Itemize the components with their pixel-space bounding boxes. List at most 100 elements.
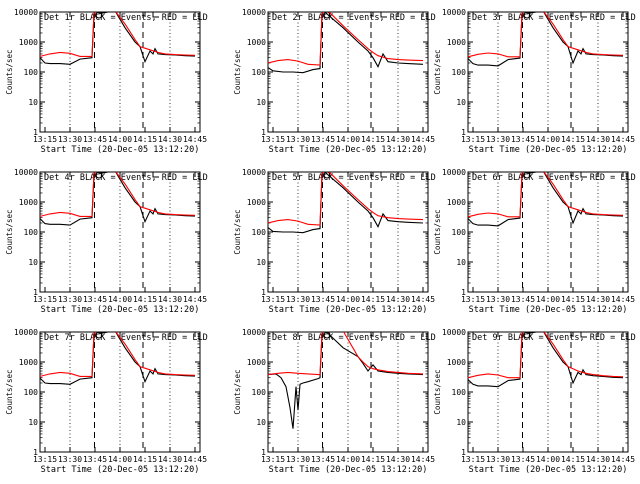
- y-axis-label: Counts/sec: [233, 49, 242, 94]
- x-tick-label: 14:45: [183, 295, 207, 304]
- y-tick-label: 10000: [14, 8, 38, 17]
- x-tick-label: 13:45: [311, 135, 335, 144]
- y-tick-label: 10000: [242, 168, 266, 177]
- x-axis-label: Start Time (20-Dec-05 13:12:20): [269, 305, 428, 315]
- x-tick-label: 13:30: [486, 455, 510, 464]
- x-tick-label: 14:15: [133, 135, 157, 144]
- attenuator-marker: [95, 11, 103, 19]
- y-tick-label: 10000: [442, 328, 466, 337]
- panel-title: Det 3r BLACK = Events, RED = LLD: [472, 13, 636, 23]
- panel-det-5: Det 5r BLACK = Events, RED = LLD 1 10 100 10…: [233, 168, 436, 315]
- y-tick-label: 1: [33, 448, 38, 457]
- y-tick-label: 1: [261, 448, 266, 457]
- y-axis-label: Counts/sec: [433, 49, 442, 94]
- x-tick-label: 14:15: [361, 455, 385, 464]
- x-tick-label: 14:30: [158, 455, 182, 464]
- y-tick-label: 1000: [247, 358, 266, 367]
- x-tick-label: 13:15: [261, 295, 285, 304]
- y-tick-label: 10: [28, 98, 38, 107]
- x-tick-label: 13:15: [461, 135, 485, 144]
- x-axis-label: Start Time (20-Dec-05 13:12:20): [469, 145, 628, 155]
- x-tick-label: 14:45: [411, 135, 435, 144]
- state-marker: [152, 172, 159, 178]
- x-axis-label: Start Time (20-Dec-05 13:12:20): [41, 465, 200, 475]
- x-tick-label: 14:00: [336, 455, 360, 464]
- y-tick-label: 10: [456, 98, 466, 107]
- state-marker: [380, 172, 387, 178]
- x-tick-label: 14:45: [611, 295, 635, 304]
- series-line-events: [40, 172, 196, 226]
- y-tick-label: 1: [461, 448, 466, 457]
- y-tick-label: 10000: [442, 168, 466, 177]
- x-tick-label: 13:45: [83, 455, 107, 464]
- x-tick-label: 14:00: [336, 295, 360, 304]
- y-tick-label: 1000: [19, 198, 38, 207]
- x-tick-label: 13:45: [511, 295, 535, 304]
- x-tick-label: 14:30: [158, 135, 182, 144]
- x-tick-label: 13:30: [286, 455, 310, 464]
- x-tick-label: 13:45: [311, 295, 335, 304]
- panel-title: Det 6r BLACK = Events, RED = LLD: [472, 173, 636, 183]
- x-axis-label: Start Time (20-Dec-05 13:12:20): [469, 305, 628, 315]
- x-tick-label: 14:45: [611, 135, 635, 144]
- x-tick-label: 14:45: [611, 455, 635, 464]
- y-tick-label: 1000: [19, 358, 38, 367]
- state-marker: [380, 332, 387, 338]
- x-tick-label: 14:00: [108, 135, 132, 144]
- y-tick-label: 1000: [19, 38, 38, 47]
- y-tick-label: 100: [24, 228, 39, 237]
- y-axis-label: Counts/sec: [5, 209, 14, 254]
- series-line-lld: [40, 172, 196, 217]
- x-tick-label: 14:15: [133, 455, 157, 464]
- y-tick-label: 1000: [447, 358, 466, 367]
- x-tick-label: 14:00: [108, 455, 132, 464]
- y-tick-label: 100: [452, 68, 467, 77]
- y-tick-label: 100: [452, 228, 467, 237]
- y-tick-label: 1000: [247, 198, 266, 207]
- x-tick-label: 13:45: [511, 135, 535, 144]
- y-axis-label: Counts/sec: [233, 369, 242, 414]
- x-tick-label: 14:45: [411, 295, 435, 304]
- y-tick-label: 100: [452, 388, 467, 397]
- panel-det-2: Det 2r BLACK = Events, RED = LLD 1 10 100 10…: [233, 8, 436, 155]
- x-tick-label: 14:00: [536, 455, 560, 464]
- x-tick-label: 14:30: [158, 295, 182, 304]
- panel-title: Det 5r BLACK = Events, RED = LLD: [272, 173, 436, 183]
- x-tick-label: 14:15: [561, 455, 585, 464]
- y-tick-label: 10: [256, 98, 266, 107]
- x-tick-label: 13:45: [83, 135, 107, 144]
- y-tick-label: 1: [261, 128, 266, 137]
- x-tick-label: 14:30: [586, 455, 610, 464]
- panel-title: Det 9r BLACK = Events, RED = LLD: [472, 333, 636, 343]
- y-tick-label: 1: [461, 288, 466, 297]
- x-axis-label: Start Time (20-Dec-05 13:12:20): [469, 465, 628, 475]
- x-tick-label: 14:00: [336, 135, 360, 144]
- x-tick-label: 14:15: [561, 295, 585, 304]
- y-tick-label: 10: [456, 418, 466, 427]
- y-tick-label: 10: [256, 418, 266, 427]
- series-line-lld: [40, 332, 196, 377]
- series-line-events: [468, 12, 624, 67]
- x-axis-label: Start Time (20-Dec-05 13:12:20): [269, 465, 428, 475]
- y-tick-label: 100: [252, 228, 267, 237]
- y-tick-label: 10: [256, 258, 266, 267]
- series-line-lld: [468, 12, 624, 58]
- y-tick-label: 10000: [242, 328, 266, 337]
- panel-title: Det 7r BLACK = Events, RED = LLD: [44, 333, 208, 343]
- series-line-events: [268, 12, 424, 74]
- x-tick-label: 13:15: [33, 295, 57, 304]
- y-tick-label: 10000: [14, 168, 38, 177]
- x-tick-label: 13:15: [33, 135, 57, 144]
- attenuator-marker: [95, 331, 103, 339]
- x-axis-label: Start Time (20-Dec-05 13:12:20): [41, 145, 200, 155]
- panel-det-8: Det 8r BLACK = Events, RED = LLD 1 10 100 10…: [233, 328, 436, 475]
- x-tick-label: 14:30: [586, 135, 610, 144]
- x-tick-label: 13:15: [461, 455, 485, 464]
- x-tick-label: 13:45: [83, 295, 107, 304]
- x-tick-label: 14:45: [183, 135, 207, 144]
- x-axis-label: Start Time (20-Dec-05 13:12:20): [41, 305, 200, 315]
- attenuator-marker: [323, 11, 331, 19]
- x-axis-label: Start Time (20-Dec-05 13:12:20): [269, 145, 428, 155]
- y-tick-label: 1: [261, 288, 266, 297]
